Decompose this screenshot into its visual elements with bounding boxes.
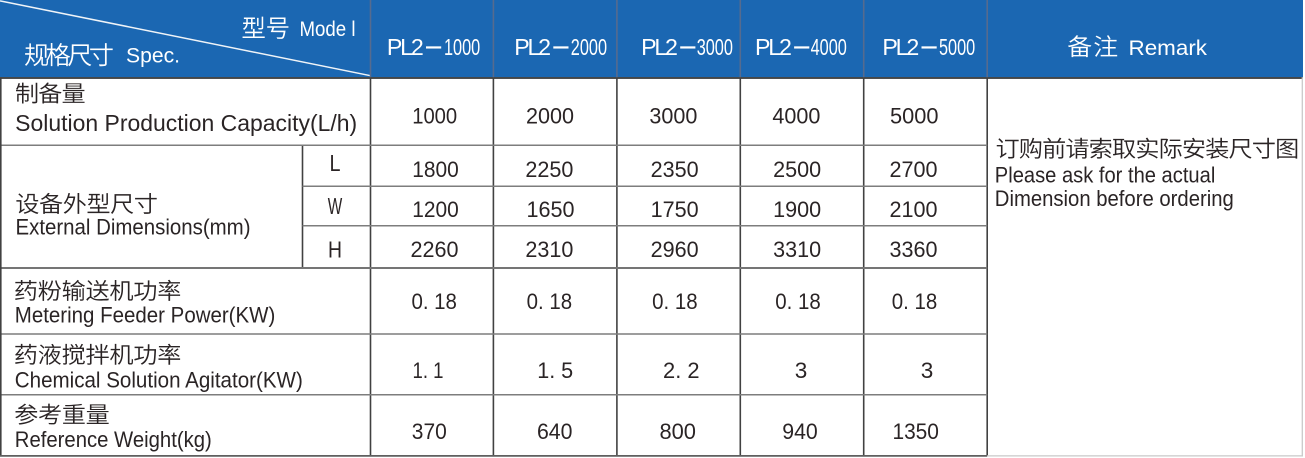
svg-text:940: 940 (782, 419, 818, 444)
svg-text:1750: 1750 (651, 197, 699, 222)
svg-text:Solution Production Capacity(L: Solution Production Capacity(L/h) (15, 110, 357, 136)
svg-text:2. 2: 2. 2 (663, 358, 700, 383)
svg-text:0. 18: 0. 18 (527, 289, 573, 314)
svg-text:1350: 1350 (892, 419, 939, 444)
svg-text:PL2: PL2 (514, 34, 550, 60)
svg-text:3: 3 (795, 358, 808, 383)
svg-text:Mode l: Mode l (300, 18, 356, 41)
svg-text:3000: 3000 (649, 104, 697, 129)
svg-text:External Dimensions(mm): External Dimensions(mm) (16, 215, 251, 240)
svg-text:1800: 1800 (412, 157, 459, 182)
svg-text:5000: 5000 (890, 104, 939, 129)
svg-text:L: L (330, 150, 341, 176)
svg-text:Please ask for the actual: Please ask for the actual (995, 163, 1216, 188)
svg-text:4000: 4000 (772, 104, 820, 129)
svg-text:1000: 1000 (412, 104, 457, 129)
svg-text:3: 3 (921, 358, 934, 383)
svg-text:Reference Weight(kg): Reference Weight(kg) (15, 427, 212, 452)
svg-text:1200: 1200 (412, 197, 459, 222)
svg-text:1000: 1000 (444, 34, 480, 60)
svg-text:Chemical Solution Agitator(KW): Chemical Solution Agitator(KW) (15, 367, 303, 392)
svg-text:PL2: PL2 (641, 34, 677, 60)
svg-text:PL2: PL2 (882, 34, 918, 60)
svg-text:1. 5: 1. 5 (537, 358, 573, 383)
svg-text:0. 18: 0. 18 (892, 289, 938, 314)
svg-text:640: 640 (537, 419, 573, 444)
svg-text:3360: 3360 (890, 237, 938, 262)
svg-text:2960: 2960 (651, 237, 699, 262)
svg-text:Dimension before ordering: Dimension before ordering (995, 186, 1234, 211)
svg-text:Metering Feeder Power(KW): Metering Feeder Power(KW) (15, 303, 276, 328)
svg-text:370: 370 (412, 419, 447, 444)
svg-text:3000: 3000 (697, 34, 733, 60)
svg-text:0. 18: 0. 18 (775, 289, 821, 314)
svg-text:2350: 2350 (651, 157, 699, 182)
svg-text:Spec.: Spec. (126, 44, 180, 68)
svg-text:2100: 2100 (890, 197, 938, 222)
svg-text:Remark: Remark (1129, 36, 1208, 60)
svg-text:2000: 2000 (526, 104, 574, 129)
svg-text:H: H (328, 237, 342, 263)
svg-text:2000: 2000 (571, 34, 607, 60)
svg-text:2310: 2310 (525, 237, 573, 262)
svg-text:2700: 2700 (890, 157, 938, 182)
svg-text:PL2: PL2 (387, 34, 423, 60)
svg-text:4000: 4000 (811, 34, 847, 60)
svg-text:0. 18: 0. 18 (411, 289, 457, 314)
svg-text:3310: 3310 (773, 237, 821, 262)
svg-text:1650: 1650 (527, 197, 575, 222)
svg-text:PL2: PL2 (755, 34, 791, 60)
svg-text:5000: 5000 (939, 34, 975, 60)
svg-text:800: 800 (659, 419, 696, 444)
svg-text:W: W (328, 193, 343, 219)
svg-text:2250: 2250 (525, 157, 573, 182)
svg-text:2260: 2260 (411, 237, 459, 262)
svg-text:0. 18: 0. 18 (652, 289, 698, 314)
svg-text:1900: 1900 (773, 197, 821, 222)
svg-text:2500: 2500 (773, 157, 821, 182)
svg-text:1. 1: 1. 1 (413, 358, 444, 383)
